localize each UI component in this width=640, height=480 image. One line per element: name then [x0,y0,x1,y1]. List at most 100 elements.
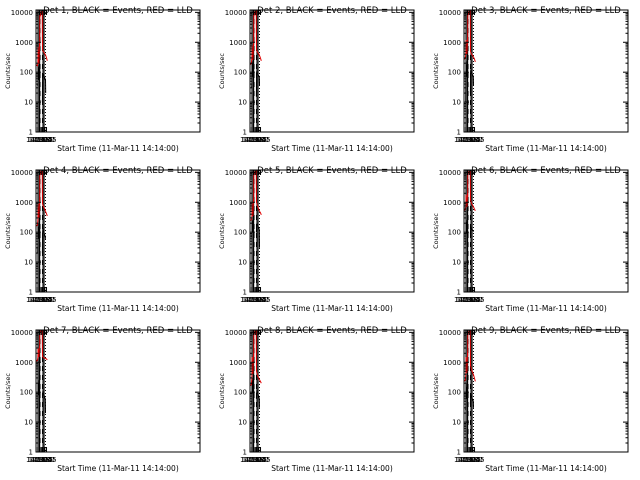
y-tick-label: 10 [238,259,247,267]
chart-panel-3: 1 10 100 1000 10000 14:1514:3014:4515:0015:15… [432,6,629,153]
x-tick-label: 14:15 [454,296,474,304]
x-axis-label: Start Time (11-Mar-11 14:14:00) [271,304,393,313]
panel-title: Det 1, BLACK = Events, RED = LLD [43,6,193,16]
y-tick-label: 100 [20,69,33,77]
y-tick-label: 10 [24,99,33,107]
y-tick-label: 1 [29,289,33,297]
y-tick-label: 1000 [443,199,461,207]
y-tick-label: 10000 [225,329,247,337]
y-tick-label: 10000 [225,9,247,17]
y-tick-label: 10 [452,259,461,267]
x-tick-label: 14:45 [243,136,263,144]
y-tick-label: 1 [29,449,33,457]
panel-title: Det 5, BLACK = Events, RED = LLD [257,166,407,176]
x-tick-label: 15:15 [461,136,481,144]
x-tick-label: 14:30 [28,456,48,464]
x-tick-label: 15:45 [36,296,56,304]
x-tick-label: 15:45 [36,456,56,464]
y-axis-label: Counts/sec [432,213,440,249]
x-tick-label: 15:00 [31,136,51,144]
y-tick-label: 1000 [15,359,33,367]
y-axis-label: Counts/sec [4,373,12,409]
x-tick-label: 14:15 [26,456,46,464]
y-tick-label: 1 [243,289,247,297]
chart-panel-6: 1 10 100 1000 10000 14:1514:3014:4515:0015:15… [432,166,629,313]
y-axis-label: Counts/sec [432,53,440,89]
x-axis-label: Start Time (11-Mar-11 14:14:00) [271,464,393,473]
x-tick-label: 15:00 [31,456,51,464]
y-tick-label: 1000 [443,359,461,367]
x-tick-label: 14:45 [29,296,49,304]
x-axis-label: Start Time (11-Mar-11 14:14:00) [485,464,607,473]
plot-frame [35,9,201,133]
x-tick-label: 14:15 [454,136,474,144]
x-tick-label: 15:00 [31,296,51,304]
x-tick-label: 15:00 [459,456,479,464]
chart-panel-8: 1 10 100 1000 10000 14:1514:3014:4515:0015:15… [218,326,415,473]
y-axis-label: Counts/sec [218,373,226,409]
x-tick-label: 14:30 [456,136,476,144]
y-axis-label: Counts/sec [432,373,440,409]
x-tick-label: 14:45 [243,456,263,464]
y-axis-label: Counts/sec [218,53,226,89]
x-tick-label: 15:45 [36,136,56,144]
x-tick-label: 15:30 [463,136,483,144]
plot-frame [249,329,415,453]
events-series-line [465,61,474,103]
y-tick-label: 10 [238,419,247,427]
panel-title: Det 4, BLACK = Events, RED = LLD [43,166,193,176]
x-tick-label: 14:15 [454,456,474,464]
y-tick-label: 100 [234,69,247,77]
y-tick-label: 1 [457,129,461,137]
x-tick-label: 15:45 [464,296,484,304]
chart-panel-4: 1 10 100 1000 10000 14:1514:3014:4515:0015:15… [4,166,201,313]
y-tick-label: 10 [452,99,461,107]
x-tick-label: 15:00 [245,296,265,304]
x-axis-label: Start Time (11-Mar-11 14:14:00) [57,304,179,313]
x-tick-label: 14:15 [240,136,260,144]
x-tick-label: 14:30 [28,136,48,144]
x-tick-label: 15:15 [247,136,267,144]
x-tick-label: 15:30 [249,456,269,464]
plot-frame [463,329,629,453]
y-tick-label: 1 [457,289,461,297]
x-tick-label: 15:00 [245,136,265,144]
x-axis-label: Start Time (11-Mar-11 14:14:00) [485,304,607,313]
events-series-line [37,380,46,414]
x-tick-label: 15:15 [461,296,481,304]
x-tick-label: 14:45 [457,456,477,464]
x-tick-label: 15:45 [250,136,270,144]
y-axis-label: Counts/sec [4,53,12,89]
y-tick-label: 1000 [15,199,33,207]
plot-frame [35,169,201,293]
x-tick-label: 15:15 [33,296,53,304]
y-tick-label: 10000 [11,9,33,17]
x-tick-label: 15:30 [463,456,483,464]
y-tick-label: 10 [238,99,247,107]
plot-frame [35,329,201,453]
y-tick-label: 100 [234,229,247,237]
x-tick-label: 14:30 [242,456,262,464]
x-tick-label: 15:30 [35,296,55,304]
chart-panel-2: 1 10 100 1000 10000 14:1514:3014:4515:0015:15… [218,6,415,153]
y-tick-label: 10 [24,419,33,427]
y-tick-label: 100 [234,389,247,397]
y-tick-label: 10000 [439,329,461,337]
x-tick-label: 15:45 [464,456,484,464]
y-tick-label: 100 [448,69,461,77]
x-axis-label: Start Time (11-Mar-11 14:14:00) [485,144,607,153]
y-tick-label: 10000 [11,329,33,337]
x-tick-label: 15:00 [459,136,479,144]
x-tick-label: 14:30 [456,456,476,464]
y-tick-label: 1 [457,449,461,457]
x-tick-label: 14:15 [240,296,260,304]
chart-panel-5: 1 10 100 1000 10000 14:1514:3014:4515:0015:15… [218,166,415,313]
y-tick-label: 100 [20,229,33,237]
x-tick-label: 15:00 [245,456,265,464]
x-tick-label: 14:45 [29,136,49,144]
y-tick-label: 10000 [225,169,247,177]
y-tick-label: 10000 [439,169,461,177]
x-tick-label: 15:45 [250,296,270,304]
x-tick-label: 14:30 [28,296,48,304]
